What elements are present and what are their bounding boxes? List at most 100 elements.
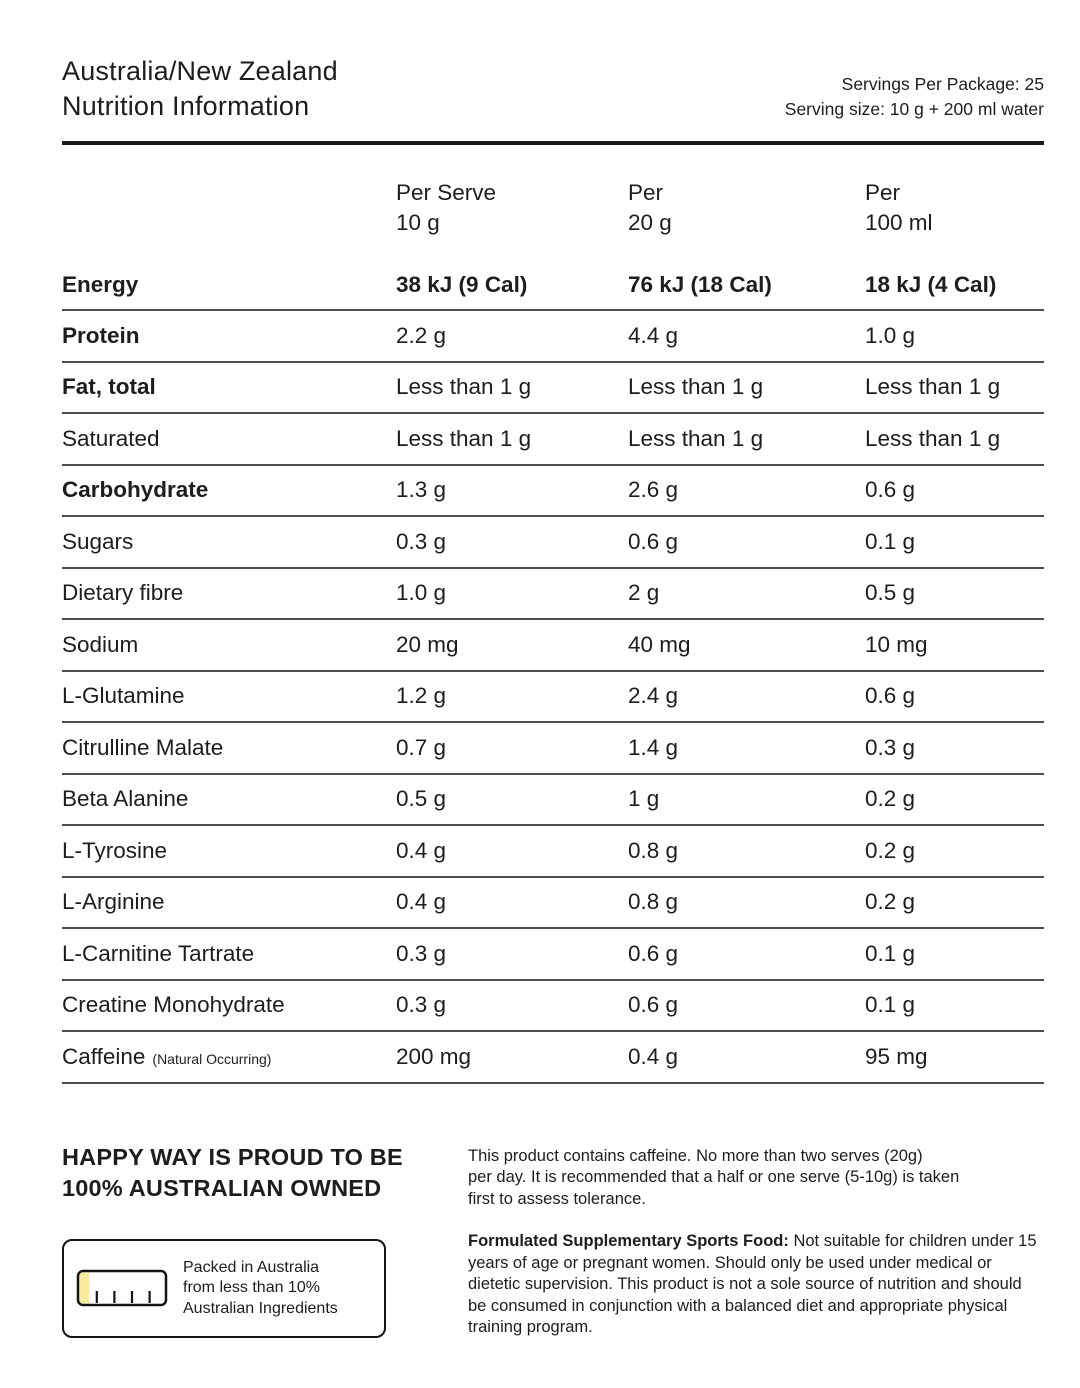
nutrient-label: Carbohydrate	[62, 477, 209, 503]
value-per-20g: 0.8 g	[628, 837, 679, 863]
table-row: Protein 2.2 g 4.4 g 1.0 g	[62, 311, 1044, 363]
packed-badge-text: Packed in Australia from less than 10% A…	[183, 1258, 338, 1317]
ownership-heading: HAPPY WAY IS PROUD TO BE 100% AUSTRALIAN…	[62, 1143, 403, 1201]
serving-info: Servings Per Package: 25 Serving size: 1…	[785, 72, 1044, 124]
nutrient-label: Dietary fibre	[62, 580, 184, 606]
nutrient-label: Sugars	[62, 528, 134, 554]
value-per-20g: 0.8 g	[628, 889, 679, 915]
nutrient-label: Energy	[62, 272, 139, 297]
value-per-100ml: 0.1 g	[865, 528, 916, 554]
header: Australia/New Zealand Nutrition Informat…	[62, 54, 1044, 124]
value-per-serve: 0.7 g	[396, 734, 447, 760]
value-per-100ml: Less than 1 g	[865, 374, 1001, 400]
nutrient-label: Creatine Monohydrate	[62, 992, 285, 1018]
nutrient-label: Caffeine	[62, 1043, 146, 1069]
table-row: L-Carnitine Tartrate 0.3 g 0.6 g 0.1 g	[62, 929, 1044, 981]
bar-fill-10-percent	[79, 1272, 90, 1304]
table-row: L-Glutamine 1.2 g 2.4 g 0.6 g	[62, 672, 1044, 723]
value-per-100ml: 0.2 g	[865, 889, 916, 915]
value-per-100ml: Less than 1 g	[865, 425, 1001, 451]
caffeine-notice: This product contains caffeine. No more …	[468, 1146, 960, 1208]
column-header-per-serve: Per Serve 10 g	[396, 180, 497, 235]
nutrient-label: L-Tyrosine	[62, 837, 168, 863]
value-per-serve: Less than 1 g	[396, 374, 532, 400]
table-row: Dietary fibre 1.0 g 2 g 0.5 g	[62, 569, 1044, 620]
value-per-serve: 0.5 g	[396, 786, 447, 812]
value-per-100ml: 95 mg	[865, 1043, 928, 1069]
sports-food-notice: Formulated Supplementary Sports Food: No…	[468, 1231, 1044, 1339]
servings-per-package: Servings Per Package: 25	[841, 74, 1044, 94]
value-per-serve: 0.4 g	[396, 837, 447, 863]
table-body: Energy 38 kJ (9 Cal) 76 kJ (18 Cal) 18 k…	[62, 240, 1044, 1084]
value-per-serve: 0.3 g	[396, 992, 447, 1018]
column-header-per-20g: Per 20 g	[628, 180, 672, 235]
table-row: Sugars 0.3 g 0.6 g 0.1 g	[62, 517, 1044, 569]
value-per-100ml: 0.6 g	[865, 683, 916, 709]
value-per-100ml: 0.5 g	[865, 580, 916, 606]
value-per-20g: 76 kJ (18 Cal)	[628, 272, 772, 297]
nutrient-label: Citrulline Malate	[62, 734, 224, 760]
value-per-serve: 0.3 g	[396, 940, 447, 966]
nutrient-label: L-Glutamine	[62, 683, 185, 709]
value-per-serve: 38 kJ (9 Cal)	[396, 272, 528, 297]
nutrient-label: Saturated	[62, 425, 160, 451]
value-per-100ml: 18 kJ (4 Cal)	[865, 272, 997, 297]
value-per-serve: 0.3 g	[396, 528, 447, 554]
header-divider	[62, 141, 1044, 145]
value-per-20g: 0.4 g	[628, 1043, 679, 1069]
table-row: Energy 38 kJ (9 Cal) 76 kJ (18 Cal) 18 k…	[62, 240, 1044, 311]
value-per-serve: 0.4 g	[396, 889, 447, 915]
nutrient-label: Fat, total	[62, 374, 156, 400]
value-per-20g: 0.6 g	[628, 528, 679, 554]
value-per-100ml: 10 mg	[865, 631, 928, 657]
table-row: Citrulline Malate 0.7 g 1.4 g 0.3 g	[62, 723, 1044, 775]
table-row: Saturated Less than 1 g Less than 1 g Le…	[62, 414, 1044, 466]
column-header-row: Per Serve 10 g Per 20 g Per 100 ml	[62, 145, 1044, 240]
nutrient-label: Beta Alanine	[62, 786, 189, 812]
value-per-100ml: 1.0 g	[865, 322, 916, 348]
column-header-per-100ml: Per 100 ml	[865, 180, 933, 235]
value-per-20g: 2 g	[628, 580, 660, 606]
value-per-serve: 1.0 g	[396, 580, 447, 606]
table-row: Sodium 20 mg 40 mg 10 mg	[62, 620, 1044, 672]
value-per-20g: 2.4 g	[628, 683, 679, 709]
value-per-serve: 200 mg	[396, 1043, 472, 1069]
table-row: Carbohydrate 1.3 g 2.6 g 0.6 g	[62, 466, 1044, 517]
nutrient-label: Protein	[62, 322, 140, 348]
panel-title: Australia/New Zealand Nutrition Informat…	[62, 54, 338, 124]
sports-food-lead: Formulated Supplementary Sports Food:	[468, 1232, 789, 1250]
value-per-20g: 2.6 g	[628, 477, 679, 503]
table-row: L-Arginine 0.4 g 0.8 g 0.2 g	[62, 878, 1044, 929]
value-per-100ml: 0.1 g	[865, 992, 916, 1018]
value-per-20g: 1.4 g	[628, 734, 679, 760]
table-row: Fat, total Less than 1 g Less than 1 g L…	[62, 363, 1044, 414]
table-row: Creatine Monohydrate 0.3 g 0.6 g 0.1 g	[62, 981, 1044, 1032]
value-per-20g: Less than 1 g	[628, 425, 764, 451]
table-row: L-Tyrosine 0.4 g 0.8 g 0.2 g	[62, 826, 1044, 878]
panel-title-line2: Nutrition Information	[62, 91, 310, 121]
nutrient-label-suffix: (Natural Occurring)	[152, 1050, 272, 1067]
value-per-20g: 4.4 g	[628, 322, 679, 348]
table-row: Caffeine (Natural Occurring) 200 mg 0.4 g…	[62, 1032, 1044, 1084]
value-per-100ml: 0.2 g	[865, 837, 916, 863]
footer: HAPPY WAY IS PROUD TO BE 100% AUSTRALIAN…	[62, 1142, 1044, 1339]
panel-title-line1: Australia/New Zealand	[62, 56, 338, 86]
value-per-20g: 0.6 g	[628, 940, 679, 966]
nutrient-label: Sodium	[62, 631, 139, 657]
value-per-20g: 0.6 g	[628, 992, 679, 1018]
value-per-serve: 1.3 g	[396, 477, 447, 503]
value-per-serve: 1.2 g	[396, 683, 447, 709]
value-per-20g: Less than 1 g	[628, 374, 764, 400]
value-per-100ml: 0.2 g	[865, 786, 916, 812]
sports-food-text: Not suitable for children under 15 years…	[468, 1232, 1037, 1336]
table-row: Beta Alanine 0.5 g 1 g 0.2 g	[62, 775, 1044, 826]
australian-ingredients-bar-icon	[76, 1270, 168, 1307]
value-per-20g: 1 g	[628, 786, 660, 812]
footer-right: This product contains caffeine. No more …	[422, 1142, 1044, 1339]
packed-in-australia-badge: Packed in Australia from less than 10% A…	[62, 1238, 386, 1338]
value-per-100ml: 0.3 g	[865, 734, 916, 760]
footer-left: HAPPY WAY IS PROUD TO BE 100% AUSTRALIAN…	[62, 1142, 422, 1339]
value-per-serve: 20 mg	[396, 631, 459, 657]
nutrition-table: Per Serve 10 g Per 20 g Per 100 ml Energ…	[62, 145, 1044, 1084]
